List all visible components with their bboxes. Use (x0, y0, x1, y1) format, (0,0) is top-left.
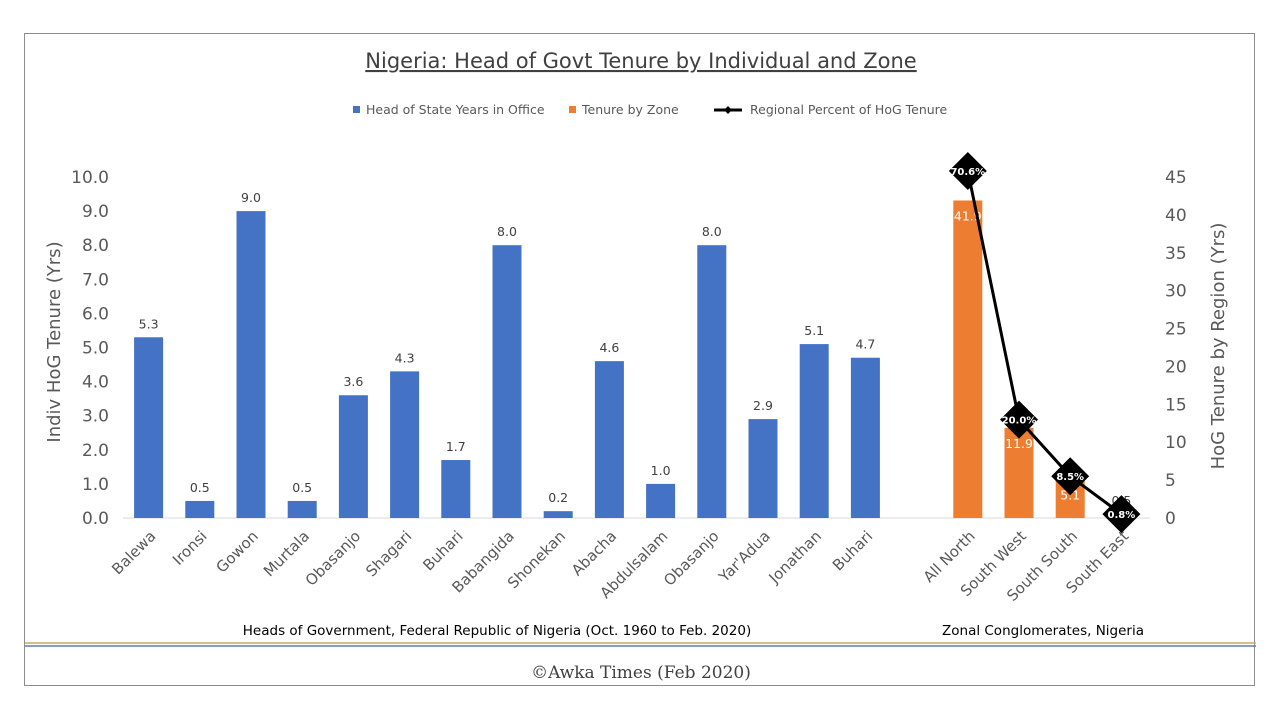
percent-marker (1051, 457, 1090, 496)
individual-bar (543, 511, 573, 518)
category-label: Obasanjo (660, 527, 723, 590)
right-tick-label: 35 (1165, 244, 1187, 264)
individual-data-label: 1.7 (446, 439, 466, 454)
individual-data-label: 0.2 (548, 490, 568, 505)
right-tick-label: 30 (1165, 282, 1187, 302)
category-label: Buhari (829, 527, 876, 574)
right-tick-label: 5 (1165, 471, 1176, 491)
chart-svg: Nigeria: Head of Govt Tenure by Individu… (25, 49, 1256, 683)
individual-bar (594, 361, 624, 518)
individual-data-label: 4.6 (599, 340, 619, 355)
right-tick-label: 20 (1165, 357, 1187, 377)
bars: 5.3Balewa0.5Ironsi9.0Gowon0.5Murtala3.6O… (108, 190, 1136, 605)
individual-data-label: 8.0 (702, 224, 722, 239)
left-tick-label: 4.0 (82, 373, 109, 393)
category-label: Balewa (108, 527, 159, 578)
category-label: Jonathan (765, 527, 825, 587)
individual-bar (134, 337, 164, 518)
percent-data-label: 70.6% (950, 167, 985, 178)
percent-series-line (966, 170, 1123, 516)
individual-data-label: 4.7 (855, 337, 875, 352)
left-tick-label: 6.0 (82, 304, 109, 324)
individual-bar (748, 419, 778, 518)
zone-bar (1004, 427, 1034, 518)
chart-title: Nigeria: Head of Govt Tenure by Individu… (365, 49, 916, 73)
category-label: Abacha (568, 527, 620, 579)
left-tick-label: 3.0 (82, 407, 109, 427)
individual-data-label: 5.1 (804, 323, 824, 338)
left-axis-title: Indiv HoG Tenure (Yrs) (44, 241, 65, 442)
individual-bar (441, 460, 471, 518)
category-label: Obasanjo (302, 527, 365, 590)
legend-swatch (569, 106, 576, 113)
individual-data-label: 3.6 (343, 374, 363, 389)
right-tick-label: 0 (1165, 509, 1176, 529)
category-label: Ironsi (169, 527, 211, 569)
legend-swatch (353, 106, 360, 113)
individual-data-label: 0.5 (190, 480, 210, 495)
zones-group-label: Zonal Conglomerates, Nigeria (942, 623, 1144, 639)
individual-bar (287, 500, 317, 518)
left-tick-label: 0.0 (82, 509, 109, 529)
percent-data-label: 20.0% (1002, 416, 1037, 427)
individual-data-label: 2.9 (753, 398, 773, 413)
category-label: Gowon (212, 527, 261, 576)
left-tick-label: 1.0 (82, 475, 109, 495)
legend-marker (724, 106, 732, 114)
legend-label: Head of State Years in Office (366, 102, 545, 117)
individual-bar (850, 357, 880, 518)
left-tick-label: 2.0 (82, 441, 109, 461)
individuals-group-label: Heads of Government, Federal Republic of… (243, 623, 751, 639)
percent-marker (1102, 495, 1141, 534)
percent-data-label: 8.5% (1056, 472, 1084, 483)
individual-data-label: 9.0 (241, 190, 261, 205)
individual-bar (799, 344, 829, 518)
category-label: Yar'Adua (715, 527, 774, 586)
right-tick-label: 25 (1165, 320, 1187, 340)
category-label: Buhari (419, 527, 466, 574)
percent-data-label: 0.8% (1108, 510, 1136, 521)
left-tick-label: 9.0 (82, 202, 109, 222)
individual-data-label: 5.3 (139, 316, 159, 331)
percent-marker (1000, 400, 1038, 439)
right-tick-label: 15 (1165, 395, 1187, 415)
category-label: Shagari (362, 527, 415, 580)
left-tick-label: 5.0 (82, 339, 109, 359)
chart-frame: Nigeria: Head of Govt Tenure by Individu… (24, 33, 1256, 686)
right-tick-label: 10 (1165, 433, 1187, 453)
legend: Head of State Years in Office Tenure by Z… (353, 102, 948, 117)
individual-bar (390, 371, 420, 518)
axes: 0.0 1.0 2.0 3.0 4.0 5.0 6.0 7.0 8.0 9.0 10.0 0 5 10 15… (44, 168, 1229, 529)
individual-data-label: 8.0 (497, 224, 517, 239)
legend-label: Regional Percent of HoG Tenure (750, 102, 948, 117)
individual-bar (646, 483, 676, 518)
legend-label: Tenure by Zone (581, 102, 679, 117)
individual-data-label: 1.0 (651, 463, 671, 478)
left-tick-label: 8.0 (82, 236, 109, 256)
individual-bar (185, 500, 215, 518)
left-tick-label: 7.0 (82, 270, 109, 290)
credit-text: ©Awka Times (Feb 2020) (531, 663, 751, 683)
right-tick-label: 45 (1165, 168, 1187, 188)
individual-bar (697, 245, 727, 518)
individual-bar (338, 395, 368, 518)
right-axis-title: HoG Tenure by Region (Yrs) (1208, 223, 1229, 470)
individual-data-label: 4.3 (395, 350, 415, 365)
zone-bar (953, 200, 983, 519)
percent-marker (948, 151, 987, 190)
individual-data-label: 0.5 (292, 480, 312, 495)
individual-bar (236, 211, 266, 518)
left-tick-label: 10.0 (71, 168, 109, 188)
individual-bar (492, 245, 522, 518)
zone-data-label: 11.9 (1005, 436, 1033, 451)
percent-line: 70.6% 20.0% 8.5% 0.8% (948, 151, 1141, 534)
right-tick-label: 40 (1165, 206, 1187, 226)
